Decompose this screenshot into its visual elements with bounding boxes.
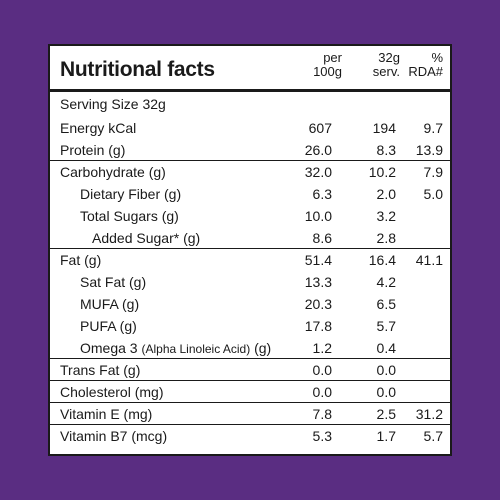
row-label: Fat (g) [60,252,102,268]
per-100g-value: 7.8 [312,406,332,422]
row-label: Sat Fat (g) [80,274,147,290]
serving-value: 3.2 [376,208,396,224]
table-row: Carbohydrate (g) 32.0 10.2 7.9 [50,161,450,183]
table-row: MUFA (g) 20.3 6.5 [50,293,450,315]
rda-value: 13.9 [415,142,443,158]
rda-value: 7.9 [423,164,443,180]
serving-value: 194 [372,120,396,136]
serving-value: 1.7 [376,428,396,444]
row-label: Carbohydrate (g) [60,164,166,180]
serving-value: 8.3 [376,142,396,158]
row-label: Trans Fat (g) [60,362,141,378]
table-row: Added Sugar* (g) 8.6 2.8 [50,227,450,249]
table-row: Trans Fat (g) 0.0 0.0 [50,359,450,381]
rda-value: 41.1 [415,252,443,268]
table-row: Vitamin B7 (mcg) 5.3 1.7 5.7 [50,425,450,447]
row-label: Omega 3 (Alpha Linoleic Acid) (g) [80,340,272,356]
per-100g-value: 26.0 [304,142,332,158]
rda-value: 9.7 [423,120,443,136]
serving-value: 0.0 [376,384,396,400]
column-header-rda: % RDA# [408,50,443,79]
serving-value: 4.2 [376,274,396,290]
per-100g-value: 32.0 [304,164,332,180]
per-100g-value: 8.6 [312,230,332,246]
table-row: Cholesterol (mg) 0.0 0.0 [50,381,450,403]
row-label: Vitamin B7 (mcg) [60,428,168,444]
serving-value: 2.0 [376,186,396,202]
per-100g-value: 607 [308,120,332,136]
table-row: Fat (g) 51.4 16.4 41.1 [50,249,450,271]
serving-value: 10.2 [368,164,396,180]
table-row: Total Sugars (g) 10.0 3.2 [50,205,450,227]
serving-value: 16.4 [368,252,396,268]
per-100g-value: 13.3 [304,274,332,290]
per-100g-value: 20.3 [304,296,332,312]
serving-value: 6.5 [376,296,396,312]
column-header-per-100g: per 100g [313,50,342,79]
per-100g-value: 5.3 [312,428,332,444]
serving-value: 0.4 [376,340,396,356]
rda-value: 31.2 [415,406,443,422]
per-100g-value: 0.0 [312,384,332,400]
rda-value: 5.7 [423,428,443,444]
row-label: Cholesterol (mg) [60,384,164,400]
serving-size-text: Serving Size 32g [60,96,166,112]
per-100g-value: 10.0 [304,208,332,224]
serving-value: 2.5 [376,406,396,422]
table-row: Dietary Fiber (g) 6.3 2.0 5.0 [50,183,450,205]
nutrition-rows: Energy kCal 607 194 9.7 Protein (g) 26.0… [50,117,450,447]
table-row: Omega 3 (Alpha Linoleic Acid) (g) 1.2 0.… [50,337,450,359]
serving-value: 0.0 [376,362,396,378]
row-label: Protein (g) [60,142,126,158]
column-header-serving: 32g serv. [372,50,400,79]
per-100g-value: 0.0 [312,362,332,378]
rda-value: 5.0 [423,186,443,202]
table-row: Energy kCal 607 194 9.7 [50,117,450,139]
per-100g-value: 6.3 [312,186,332,202]
row-label: Added Sugar* (g) [92,230,201,246]
table-row: Vitamin E (mg) 7.8 2.5 31.2 [50,403,450,425]
row-label: Dietary Fiber (g) [80,186,182,202]
row-label: Vitamin E (mg) [60,406,153,422]
table-row: Protein (g) 26.0 8.3 13.9 [50,139,450,161]
nutrition-facts-panel: Nutritional facts per 100g 32g serv. % R… [48,44,452,456]
serving-value: 2.8 [376,230,396,246]
row-label: MUFA (g) [80,296,140,312]
row-label: Total Sugars (g) [80,208,179,224]
per-100g-value: 17.8 [304,318,332,334]
table-row: PUFA (g) 17.8 5.7 [50,315,450,337]
row-label: PUFA (g) [80,318,137,334]
page-title: Nutritional facts [60,58,215,81]
per-100g-value: 1.2 [312,340,332,356]
serving-value: 5.7 [376,318,396,334]
per-100g-value: 51.4 [304,252,332,268]
table-header: Nutritional facts per 100g 32g serv. % R… [50,46,450,92]
row-label: Energy kCal [60,120,137,136]
table-row: Sat Fat (g) 13.3 4.2 [50,271,450,293]
